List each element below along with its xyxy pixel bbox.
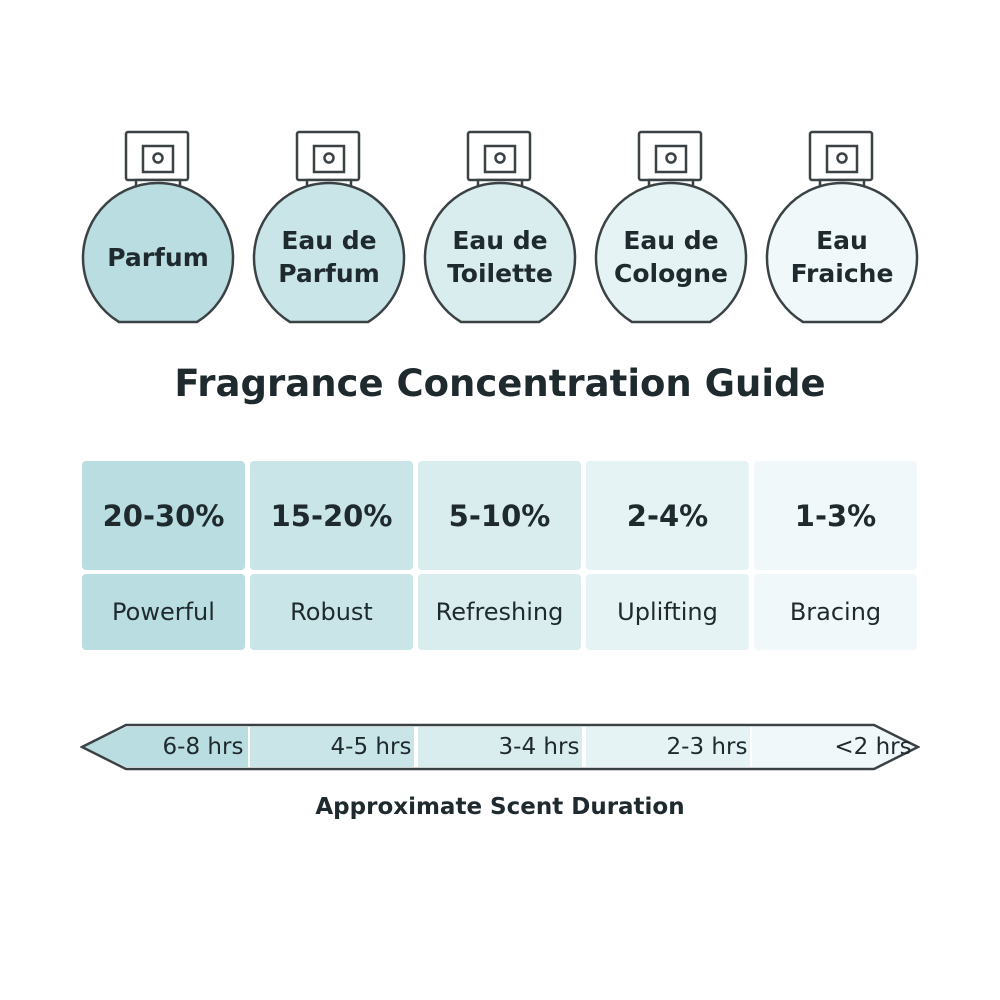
- page-title: Fragrance Concentration Guide: [174, 362, 826, 405]
- character-cell: Powerful: [82, 574, 245, 650]
- concentration-cell: 5-10%: [418, 461, 581, 570]
- character-cell: Refreshing: [418, 574, 581, 650]
- character-cell: Bracing: [754, 574, 917, 650]
- duration-cell: 4-5 hrs: [330, 734, 412, 760]
- duration-cell: 3-4 hrs: [498, 734, 580, 760]
- bottle-eau-fraiche: Eau Fraiche: [762, 120, 922, 330]
- bottle-label: Parfum: [107, 242, 209, 272]
- perfume-bottle-icon: [594, 130, 748, 324]
- duration-arrow: 6-8 hrs 4-5 hrs 3-4 hrs 2-3 hrs <2 hrs: [80, 722, 920, 772]
- duration-caption: Approximate Scent Duration: [315, 794, 685, 820]
- concentration-cell: 15-20%: [250, 461, 413, 570]
- double-arrow-icon: [80, 723, 920, 771]
- bottle-eau-de-toilette: Eau de Toilette: [420, 120, 580, 330]
- duration-cell: 6-8 hrs: [162, 734, 244, 760]
- bottle-eau-de-cologne: Eau de Cologne: [591, 120, 751, 330]
- bottle-label: Eau Fraiche: [790, 226, 894, 288]
- bottle-label: Eau de Toilette: [447, 226, 553, 288]
- perfume-bottle-icon: [81, 130, 235, 324]
- bottle-label: Eau de Parfum: [278, 226, 380, 288]
- perfume-bottle-icon: [765, 130, 919, 324]
- concentration-cell: 1-3%: [754, 461, 917, 570]
- concentration-cell: 20-30%: [82, 461, 245, 570]
- concentration-cell: 2-4%: [586, 461, 749, 570]
- bottle-row: Parfum Eau de Parfum Eau de Toilette Eau…: [0, 120, 1000, 340]
- perfume-bottle-icon: [252, 130, 406, 324]
- duration-cell: 2-3 hrs: [666, 734, 748, 760]
- bottle-parfum: Parfum: [78, 120, 238, 330]
- perfume-bottle-icon: [423, 130, 577, 324]
- character-cell: Robust: [250, 574, 413, 650]
- bottle-eau-de-parfum: Eau de Parfum: [249, 120, 409, 330]
- concentration-table: 20-30% 15-20% 5-10% 2-4% 1-3% Powerful R…: [82, 461, 918, 651]
- duration-cell: <2 hrs: [834, 734, 912, 760]
- character-cell: Uplifting: [586, 574, 749, 650]
- bottle-label: Eau de Cologne: [614, 226, 728, 288]
